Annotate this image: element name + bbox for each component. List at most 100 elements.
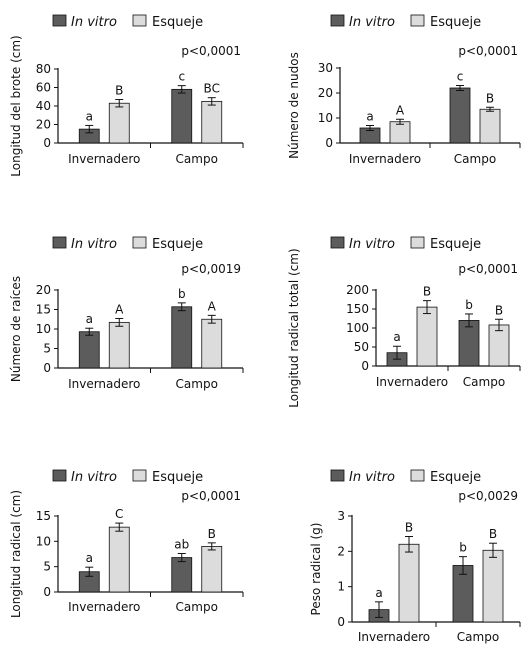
y-axis-label: Longitud radical total (cm) (287, 248, 301, 407)
significance-letter: b (459, 541, 467, 555)
y-axis-label: Longitud del brote (cm) (9, 35, 23, 176)
bar-esqueje (108, 102, 130, 144)
y-tick-label: 100 (346, 321, 369, 335)
legend-label-in-vitro: In vitro (349, 15, 395, 30)
significance-letter: A (208, 299, 217, 313)
significance-letter: a (86, 551, 93, 565)
legend: In vitro Esqueje (52, 236, 203, 252)
p-value: p<0,0019 (181, 262, 241, 276)
significance-letter: ab (174, 537, 189, 551)
y-tick-label: 10 (36, 322, 51, 336)
significance-letter: BC (204, 82, 220, 96)
legend-swatch-esqueje (410, 236, 425, 249)
chart-panel-5: In vitro Esqueje p<0,0001 0 5 10 15 Longitud ra… (9, 469, 244, 618)
y-tick-label: 60 (36, 81, 51, 95)
bar-in-vitro (171, 557, 193, 593)
significance-letter: B (489, 527, 497, 541)
y-tick-label: 50 (354, 340, 369, 354)
legend-swatch-esqueje (410, 14, 425, 27)
legend: In vitro Esqueje (52, 469, 203, 485)
significance-letter: a (86, 109, 93, 123)
category-label: Invernadero (68, 600, 140, 614)
legend-label-esqueje: Esqueje (152, 237, 203, 252)
legend-label-in-vitro: In vitro (71, 470, 117, 485)
category-label: Invernadero (349, 152, 421, 166)
legend-swatch-esqueje (132, 469, 147, 482)
significance-letter: B (405, 520, 413, 534)
category-label: Invernadero (68, 377, 140, 391)
chart-panel-1: In vitro Esqueje p<0,0001 0 20 40 60 80 Longitud… (9, 14, 244, 177)
significance-letter: B (495, 303, 503, 317)
category-label: Campo (454, 152, 496, 166)
y-tick-label: 20 (318, 86, 333, 100)
y-tick-label: 10 (36, 534, 51, 548)
bar-esqueje (416, 306, 438, 367)
p-value: p<0,0001 (458, 44, 518, 58)
significance-letter: B (486, 91, 494, 105)
legend-swatch-esqueje (132, 236, 147, 249)
y-tick-label: 5 (43, 560, 51, 574)
significance-letter: c (457, 70, 464, 84)
significance-letter: c (178, 70, 185, 84)
y-tick-label: 2 (337, 544, 345, 558)
category-label: Campo (176, 152, 218, 166)
bar-esqueje (108, 526, 130, 593)
bar-in-vitro (449, 87, 471, 144)
legend-label-esqueje: Esqueje (430, 237, 481, 252)
bar-esqueje (201, 318, 223, 369)
legend-label-in-vitro: In vitro (71, 237, 117, 252)
y-axis-label: Peso radical (g) (309, 523, 323, 616)
legend-swatch-esqueje (410, 469, 425, 482)
category-label: Invernadero (376, 375, 448, 389)
significance-letter: a (366, 110, 373, 124)
p-value: p<0,0029 (458, 489, 518, 503)
legend: In vitro Esqueje (330, 469, 481, 485)
bar-in-vitro (171, 88, 193, 144)
legend: In vitro Esqueje (330, 14, 481, 30)
legend-swatch-esqueje (132, 14, 147, 27)
significance-letter: b (178, 287, 186, 301)
legend-label-in-vitro: In vitro (349, 237, 395, 252)
bar-esqueje (108, 321, 130, 369)
y-tick-label: 40 (36, 99, 51, 113)
significance-letter: C (115, 507, 123, 521)
chart-panel-3: In vitro Esqueje p<0,0019 0 5 10 15 20 Número de… (9, 236, 244, 391)
y-tick-label: 1 (337, 580, 345, 594)
y-tick-label: 80 (36, 62, 51, 76)
y-tick-label: 10 (318, 111, 333, 125)
bar-in-vitro (171, 306, 193, 369)
y-tick-label: 150 (346, 302, 369, 316)
chart-panel-6: In vitro Esqueje p<0,0029 0 1 2 3 Peso radical … (309, 469, 521, 644)
legend-label-in-vitro: In vitro (349, 470, 395, 485)
chart-panel-4: In vitro Esqueje p<0,0001 0 50 100 150 200 Longi… (287, 236, 521, 408)
bar-esqueje (398, 543, 420, 623)
legend-label-esqueje: Esqueje (152, 470, 203, 485)
bar-esqueje (201, 100, 223, 144)
y-tick-label: 0 (43, 585, 51, 599)
y-tick-label: 20 (36, 283, 51, 297)
legend-swatch-in-vitro (330, 236, 345, 249)
bar-in-vitro (78, 331, 100, 369)
category-label: Campo (176, 600, 218, 614)
bar-esqueje (482, 549, 504, 623)
legend-swatch-in-vitro (52, 236, 67, 249)
legend-swatch-in-vitro (330, 14, 345, 27)
legend: In vitro Esqueje (52, 14, 203, 30)
p-value: p<0,0001 (458, 262, 518, 276)
category-label: Campo (457, 630, 499, 644)
legend-swatch-in-vitro (52, 14, 67, 27)
legend-swatch-in-vitro (52, 469, 67, 482)
y-tick-label: 0 (43, 361, 51, 375)
y-tick-label: 0 (361, 359, 369, 373)
bar-esqueje (201, 546, 223, 593)
category-label: Campo (463, 375, 505, 389)
bar-esqueje (389, 121, 411, 144)
y-axis-label: Longitud radical (cm) (9, 490, 23, 618)
significance-letter: B (423, 285, 431, 299)
y-tick-label: 0 (325, 136, 333, 150)
significance-letter: a (86, 312, 93, 326)
p-value: p<0,0001 (181, 489, 241, 503)
significance-letter: a (393, 330, 400, 344)
category-label: Invernadero (358, 630, 430, 644)
